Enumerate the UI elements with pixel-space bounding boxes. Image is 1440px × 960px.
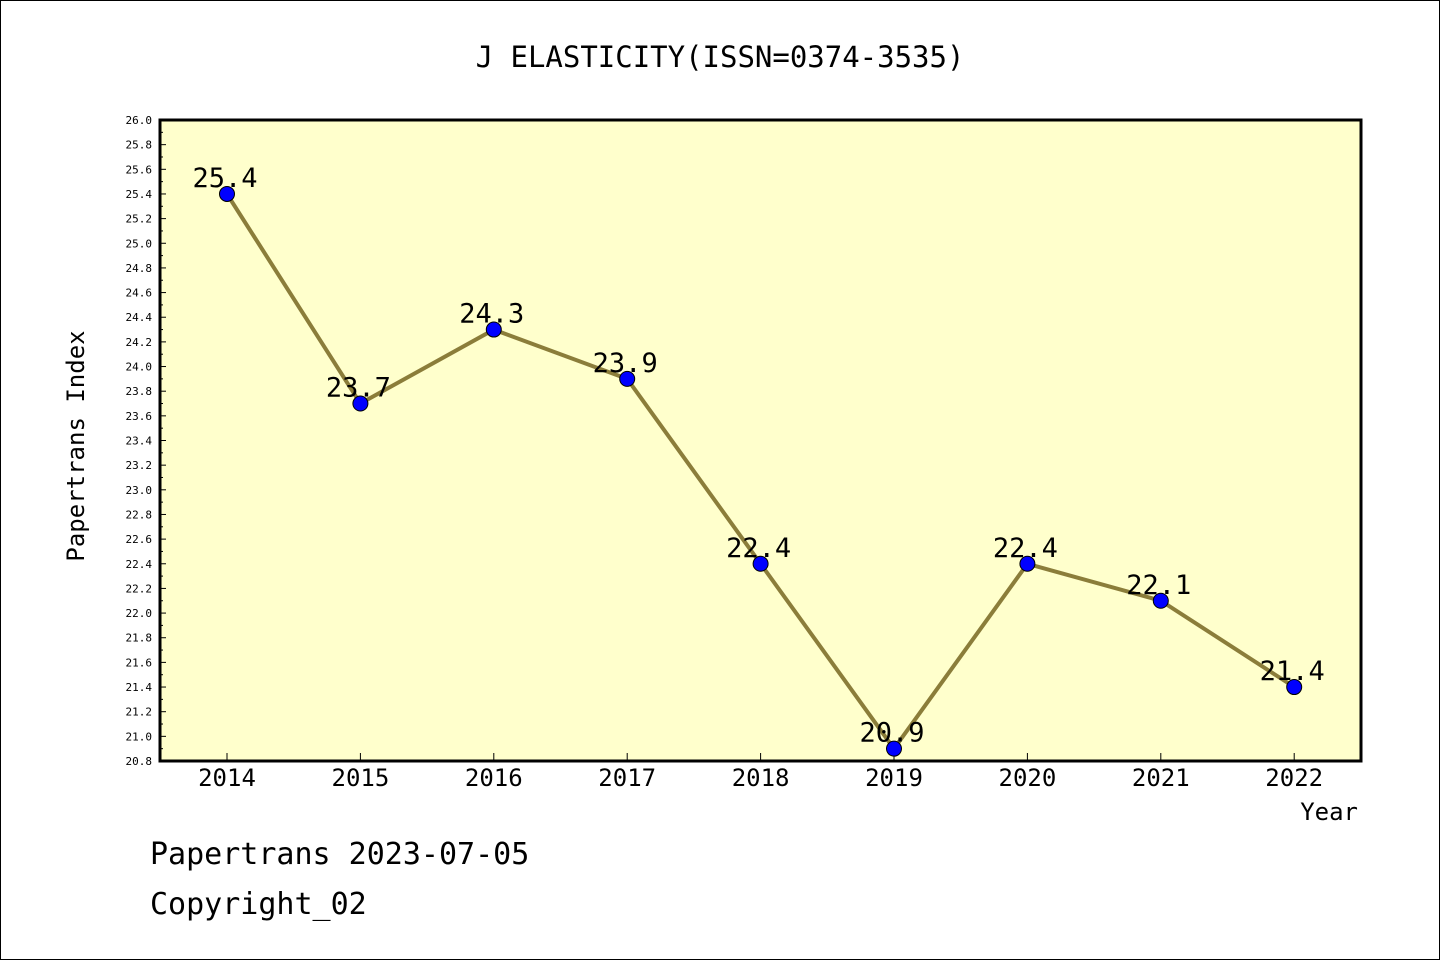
y-tick-label: 23.2: [126, 459, 153, 472]
data-point: [1286, 679, 1303, 696]
y-tick-label: 25.0: [126, 237, 153, 250]
y-tick-label: 22.0: [126, 607, 153, 620]
data-point: [1152, 592, 1169, 609]
y-tick-label: 22.4: [126, 558, 153, 571]
y-tick-label: 24.8: [126, 262, 153, 275]
x-axis-label: Year: [1300, 798, 1358, 826]
y-tick-label: 26.0: [126, 114, 153, 127]
y-tick-label: 22.2: [126, 582, 153, 595]
x-tick-label: 2015: [332, 764, 390, 792]
y-tick-label: 23.4: [126, 435, 153, 448]
y-tick-label: 25.4: [126, 188, 153, 201]
data-point: [352, 395, 369, 412]
footer-copyright: Copyright_02: [150, 887, 367, 922]
data-point: [752, 555, 769, 572]
x-tick-label: 2017: [598, 764, 656, 792]
y-tick-label: 23.0: [126, 484, 153, 497]
data-point: [1019, 555, 1036, 572]
y-tick-label: 23.8: [126, 385, 153, 398]
y-tick-label: 24.2: [126, 336, 153, 349]
y-axis-label: Papertrans Index: [62, 330, 90, 561]
series-markers: [219, 185, 1303, 757]
y-tick-label: 21.6: [126, 656, 153, 669]
x-tick-label: 2019: [865, 764, 923, 792]
footer-date: Papertrans 2023-07-05: [150, 837, 529, 872]
x-tick-label: 2018: [732, 764, 790, 792]
y-tick-label: 21.2: [126, 706, 153, 719]
y-tick-label: 21.8: [126, 632, 153, 645]
y-tick-label: 25.8: [126, 139, 153, 152]
y-tick-label: 23.6: [126, 410, 153, 423]
y-tick-label: 22.6: [126, 533, 153, 546]
y-tick-label: 20.8: [126, 755, 153, 768]
data-point: [485, 321, 502, 338]
y-tick-label: 22.8: [126, 508, 153, 521]
y-tick-label: 21.0: [126, 730, 153, 743]
y-tick-label: 21.4: [126, 681, 153, 694]
chart-title: J ELASTICITY(ISSN=0374-3535): [476, 40, 965, 74]
y-tick-label: 24.6: [126, 287, 153, 300]
data-point: [219, 185, 235, 202]
y-tick-label: 24.0: [126, 361, 153, 374]
y-tick-label: 24.4: [126, 311, 153, 324]
y-tick-label: 25.2: [126, 213, 153, 226]
data-point: [619, 370, 636, 387]
y-axis: 20.8 21.0 21.2 21.4 21.6 21.8 22.0 22.2 22.4 22.6…: [126, 114, 166, 768]
x-tick-label: 2014: [198, 764, 256, 792]
x-tick-label: 2022: [1265, 764, 1323, 792]
data-point: [886, 740, 902, 757]
x-tick-label: 2016: [465, 764, 523, 792]
x-tick-label: 2021: [1132, 764, 1190, 792]
y-tick-label: 25.6: [126, 163, 153, 176]
plot-area: [158, 118, 1363, 763]
x-tick-label: 2020: [999, 764, 1057, 792]
x-axis: 2014 2015 2016 2017 2018 2019 2020 2021 2022: [198, 753, 1323, 792]
